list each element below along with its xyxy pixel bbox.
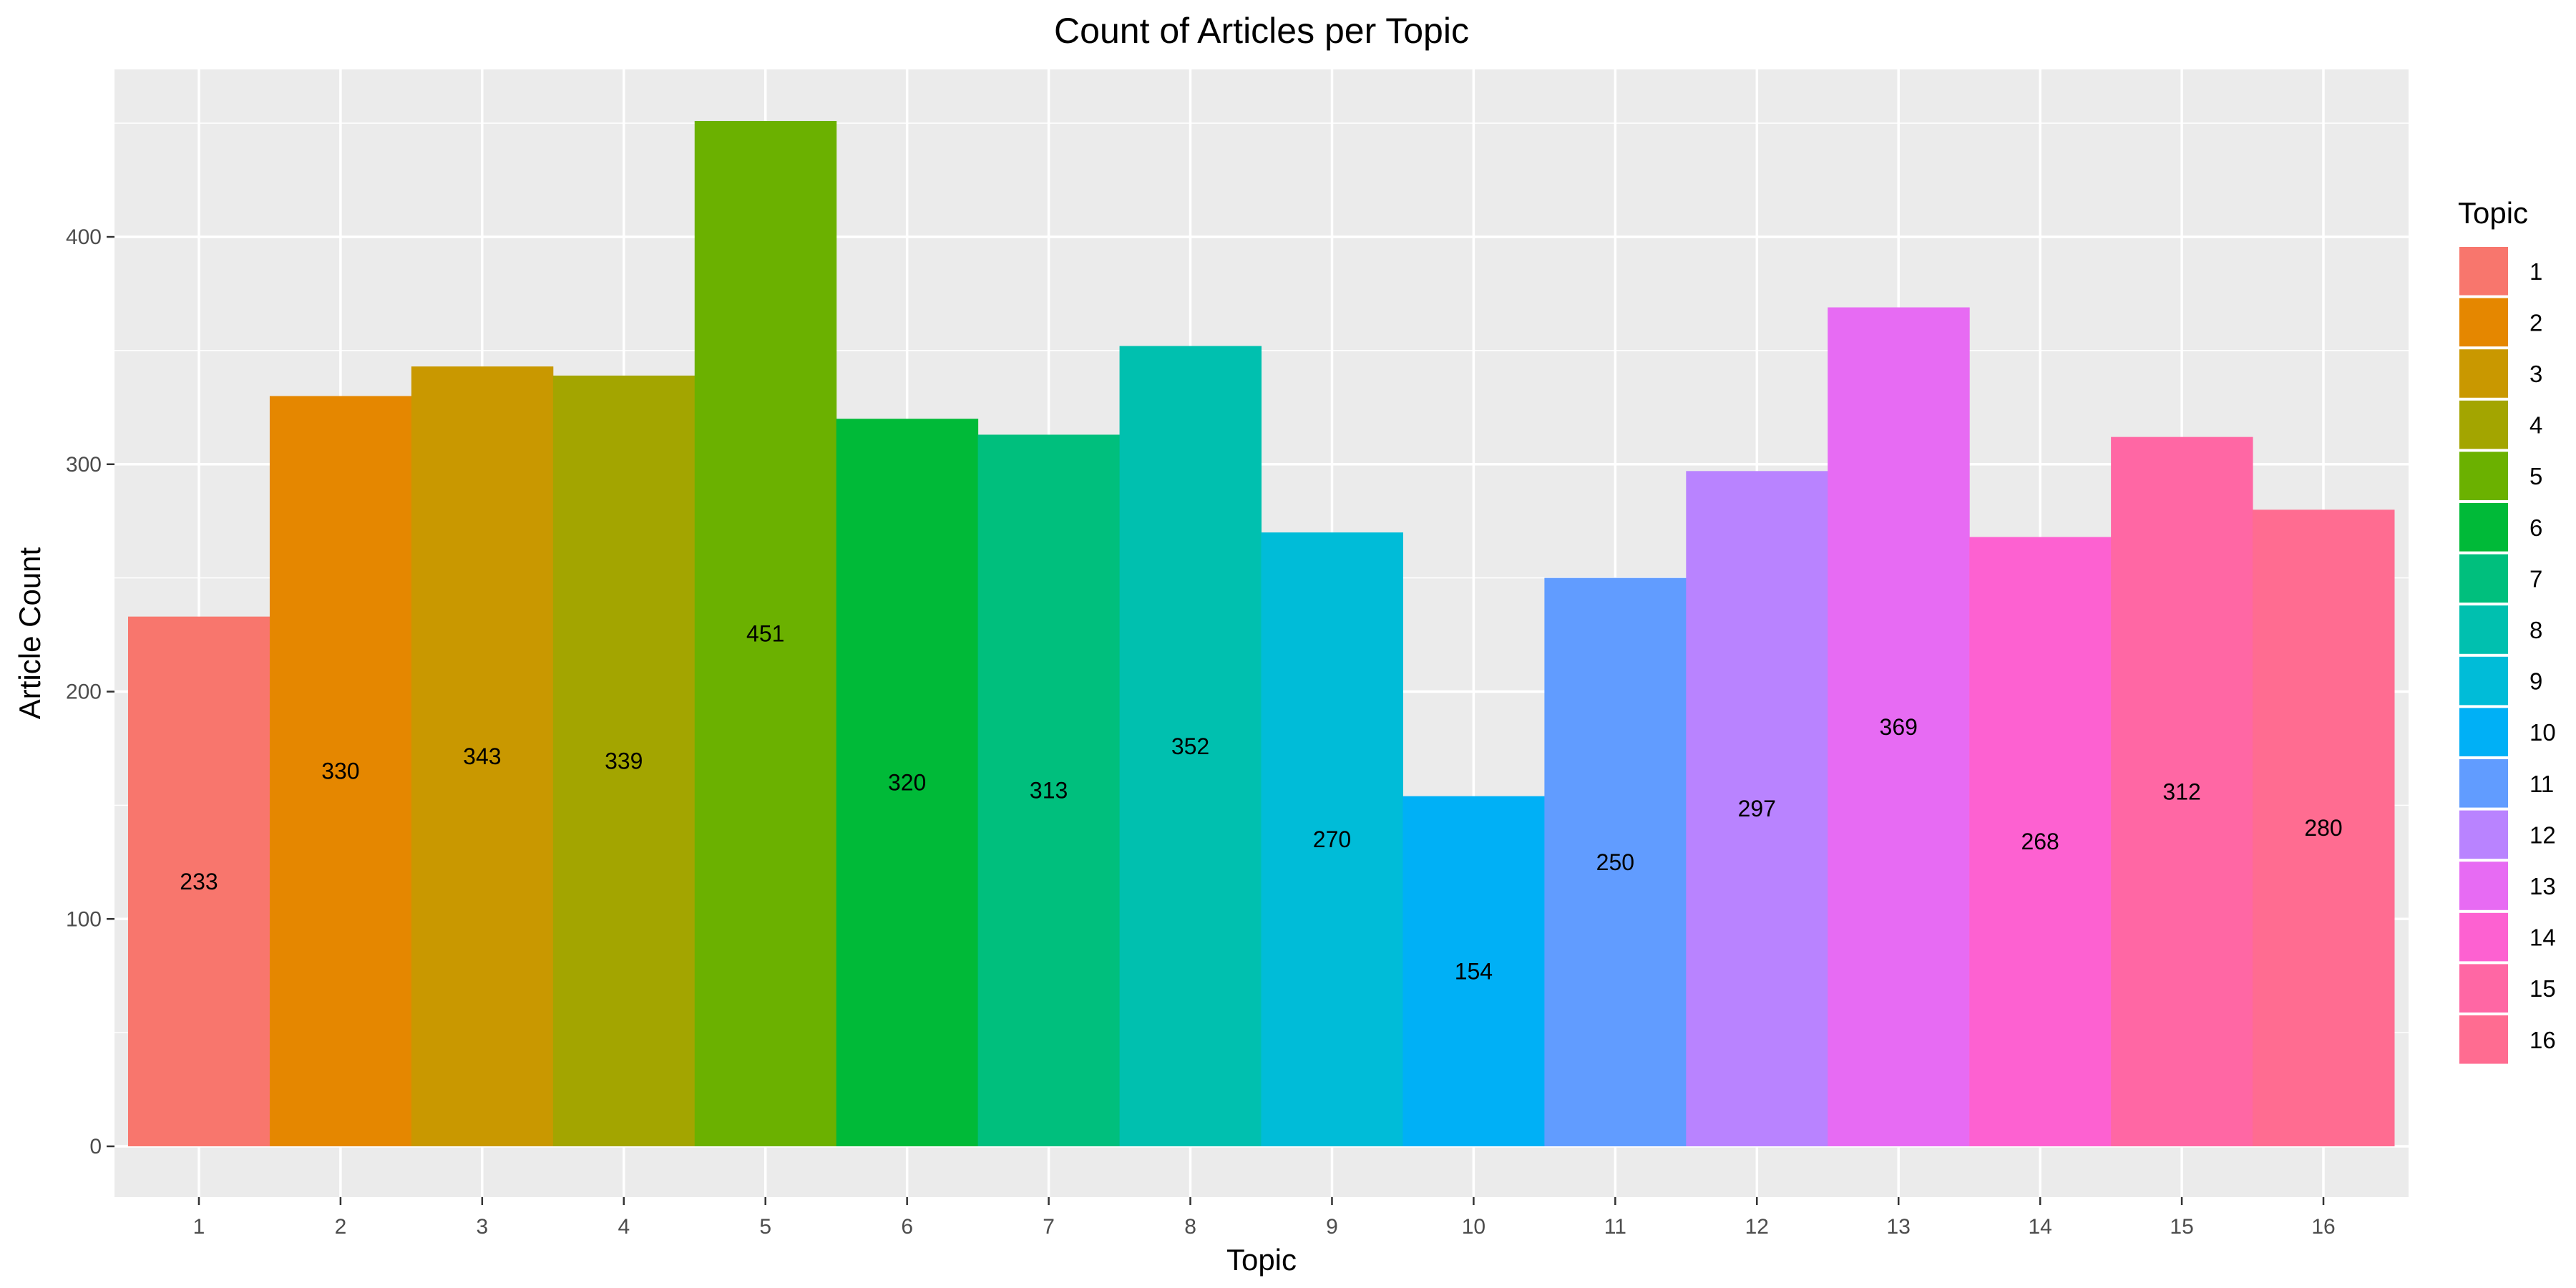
bar-value-label: 451 <box>746 621 784 647</box>
bar-topic-5 <box>694 121 837 1146</box>
legend-key <box>2459 503 2508 552</box>
bar-topic-16 <box>2253 509 2395 1146</box>
x-axis: 1 2 3 4 5 6 7 8 9 10 11 12 13 14 15 16 <box>193 1197 2336 1239</box>
bar-topic-3 <box>411 366 554 1146</box>
x-tick-label: 14 <box>2028 1215 2051 1239</box>
legend-label: 9 <box>2529 668 2542 695</box>
bar-value-label: 339 <box>605 748 643 774</box>
legend-label: 4 <box>2529 412 2542 439</box>
x-tick-label: 8 <box>1184 1215 1196 1239</box>
legend-label: 10 <box>2529 719 2556 746</box>
x-tick-label: 12 <box>1745 1215 1769 1239</box>
bar-value-label: 330 <box>321 758 359 784</box>
legend-key <box>2459 554 2508 603</box>
bar-topic-6 <box>836 419 979 1146</box>
bar-topic-14 <box>1969 537 2112 1146</box>
bars-group <box>128 121 2395 1147</box>
legend-label: 5 <box>2529 463 2542 489</box>
bar-topic-15 <box>2111 436 2253 1146</box>
x-tick-label: 4 <box>618 1215 630 1239</box>
legend-label: 11 <box>2529 771 2554 797</box>
legend-key <box>2459 862 2508 910</box>
bar-labels-group: 233 330 343 339 451 320 313 352 270 154 250 297 369 2… <box>180 621 2342 985</box>
legend-key <box>2459 349 2508 398</box>
legend-key <box>2459 912 2508 962</box>
y-tick-label: 400 <box>66 225 102 249</box>
x-tick-label: 9 <box>1326 1215 1338 1239</box>
bar-value-label: 270 <box>1313 826 1351 852</box>
legend-label: 7 <box>2529 565 2542 592</box>
legend-title: Topic <box>2458 196 2528 230</box>
bar-value-label: 312 <box>2162 779 2200 804</box>
bar-topic-2 <box>269 396 412 1147</box>
x-tick-label: 6 <box>901 1215 913 1239</box>
bar-topic-4 <box>552 375 696 1146</box>
legend-key <box>2459 1015 2508 1064</box>
x-tick-label: 10 <box>1462 1215 1485 1239</box>
bar-value-label: 250 <box>1596 849 1634 875</box>
x-axis-title: Topic <box>1226 1243 1297 1277</box>
legend-key <box>2459 964 2508 1013</box>
y-axis: 0 100 200 300 400 <box>66 225 114 1158</box>
x-tick-label: 13 <box>1887 1215 1911 1239</box>
bar-topic-11 <box>1544 577 1687 1146</box>
x-tick-label: 7 <box>1043 1215 1055 1239</box>
legend-label: 13 <box>2529 873 2556 899</box>
bar-topic-7 <box>977 434 1121 1146</box>
bar-value-label: 154 <box>1455 958 1493 984</box>
legend-label: 12 <box>2529 821 2556 848</box>
legend-label: 1 <box>2529 258 2542 285</box>
x-tick-label: 1 <box>193 1215 205 1239</box>
bar-value-label: 297 <box>1738 796 1776 821</box>
bar-value-label: 369 <box>1880 714 1918 740</box>
legend-key <box>2459 810 2508 859</box>
bar-topic-13 <box>1828 307 1970 1147</box>
legend-key <box>2459 452 2508 500</box>
legend-label: 8 <box>2529 617 2542 643</box>
x-tick-label: 3 <box>477 1215 489 1239</box>
bar-value-label: 280 <box>2304 815 2342 841</box>
bar-topic-12 <box>1686 471 1828 1146</box>
bar-topic-9 <box>1261 532 1403 1146</box>
legend-key <box>2459 605 2508 654</box>
legend-label: 3 <box>2529 361 2542 387</box>
legend-label: 6 <box>2529 514 2542 541</box>
y-axis-title: Article Count <box>13 547 47 719</box>
legend-label: 16 <box>2529 1027 2556 1053</box>
legend-key <box>2459 400 2508 449</box>
x-tick-label: 5 <box>759 1215 771 1239</box>
x-tick-label: 15 <box>2170 1215 2193 1239</box>
bar-value-label: 320 <box>888 770 926 796</box>
y-tick-label: 300 <box>66 453 102 477</box>
bar-value-label: 352 <box>1171 733 1209 759</box>
bar-value-label: 343 <box>463 743 501 769</box>
y-tick-label: 200 <box>66 680 102 704</box>
legend-label: 15 <box>2529 975 2556 1002</box>
legend-key <box>2459 759 2508 808</box>
legend-key <box>2459 298 2508 347</box>
bar-topic-8 <box>1119 346 1262 1146</box>
x-tick-label: 2 <box>335 1215 347 1239</box>
bar-value-label: 313 <box>1030 778 1068 804</box>
legend-key <box>2459 656 2508 706</box>
bar-topic-1 <box>128 616 270 1146</box>
bar-value-label: 268 <box>2021 829 2059 854</box>
legend-label: 14 <box>2529 924 2556 951</box>
bar-topic-10 <box>1402 796 1545 1146</box>
legend-label: 2 <box>2529 309 2542 336</box>
x-tick-label: 11 <box>1604 1215 1626 1239</box>
chart-title: Count of Articles per Topic <box>1054 11 1469 51</box>
legend-key <box>2459 247 2508 296</box>
x-tick-label: 16 <box>2311 1215 2335 1239</box>
bar-value-label: 233 <box>180 869 218 894</box>
y-tick-label: 100 <box>66 907 102 931</box>
legend-key <box>2459 708 2508 756</box>
y-tick-label: 0 <box>89 1135 102 1158</box>
